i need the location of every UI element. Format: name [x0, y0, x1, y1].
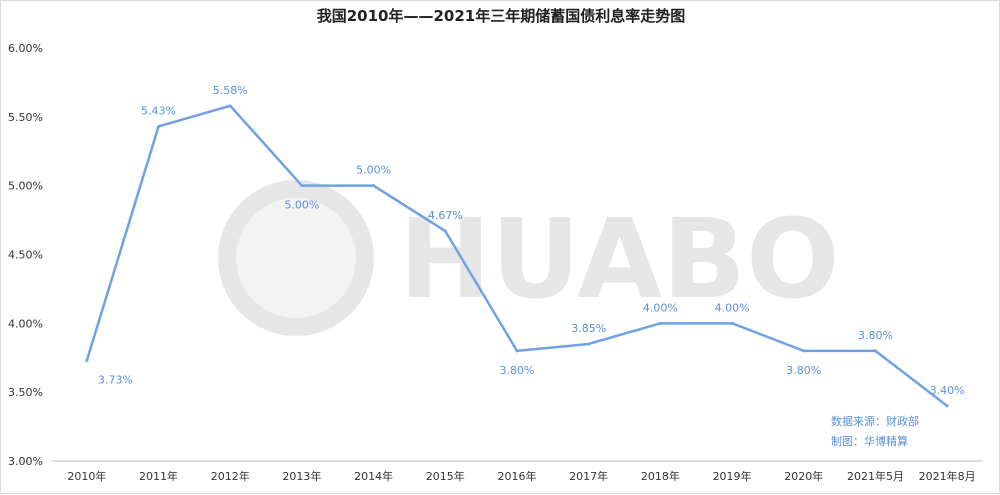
y-tick-label: 5.00%: [8, 180, 43, 193]
x-tick-label: 2019年: [713, 469, 752, 483]
data-label: 3.80%: [858, 329, 893, 342]
data-label: 5.43%: [141, 104, 176, 117]
data-point: [157, 124, 161, 128]
data-label: 4.67%: [428, 209, 463, 222]
y-tick-label: 3.00%: [8, 455, 43, 468]
data-point: [587, 342, 591, 346]
y-tick-label: 4.50%: [8, 249, 43, 262]
data-label: 5.58%: [213, 84, 248, 97]
x-tick-label: 2018年: [641, 469, 680, 483]
x-tick-label: 2014年: [354, 469, 393, 483]
y-tick-label: 6.00%: [8, 42, 43, 55]
credit-annotation: 制图：华博精算: [831, 434, 908, 448]
watermark-logo: HUABO: [218, 180, 839, 336]
x-tick-label: 2021年5月: [847, 469, 904, 483]
data-point: [372, 184, 376, 188]
data-point: [515, 349, 519, 353]
x-tick-label: 2013年: [282, 469, 321, 483]
data-label: 3.85%: [571, 322, 606, 335]
x-tick-label: 2021年8月: [919, 469, 976, 483]
data-point: [300, 184, 304, 188]
data-label: 3.80%: [500, 364, 535, 377]
y-tick-label: 3.50%: [8, 386, 43, 399]
data-label: 4.00%: [715, 301, 750, 314]
x-tick-label: 2011年: [139, 469, 178, 483]
x-tick-label: 2020年: [784, 469, 823, 483]
y-tick-label: 4.00%: [8, 317, 43, 330]
x-tick-label: 2016年: [498, 469, 537, 483]
data-point: [802, 349, 806, 353]
data-label: 4.00%: [643, 301, 678, 314]
data-point: [228, 104, 232, 108]
data-label: 3.80%: [786, 364, 821, 377]
data-point: [873, 349, 877, 353]
data-label: 3.40%: [930, 384, 965, 397]
x-tick-label: 2015年: [426, 469, 465, 483]
data-label: 3.73%: [98, 374, 133, 387]
data-point: [730, 321, 734, 325]
x-tick-label: 2017年: [569, 469, 608, 483]
x-tick-label: 2010年: [67, 469, 106, 483]
data-point: [945, 404, 949, 408]
data-point: [85, 359, 89, 363]
y-tick-label: 5.50%: [8, 111, 43, 124]
data-point: [658, 321, 662, 325]
data-label: 5.00%: [284, 199, 319, 212]
data-label: 5.00%: [356, 164, 391, 177]
data-point: [443, 229, 447, 233]
watermark-text: HUABO: [399, 195, 839, 323]
x-tick-label: 2012年: [211, 469, 250, 483]
source-annotation: 数据来源：财政部: [831, 414, 919, 428]
chart-title: 我国2010年——2021年三年期储蓄国债利息率走势图: [316, 7, 686, 25]
